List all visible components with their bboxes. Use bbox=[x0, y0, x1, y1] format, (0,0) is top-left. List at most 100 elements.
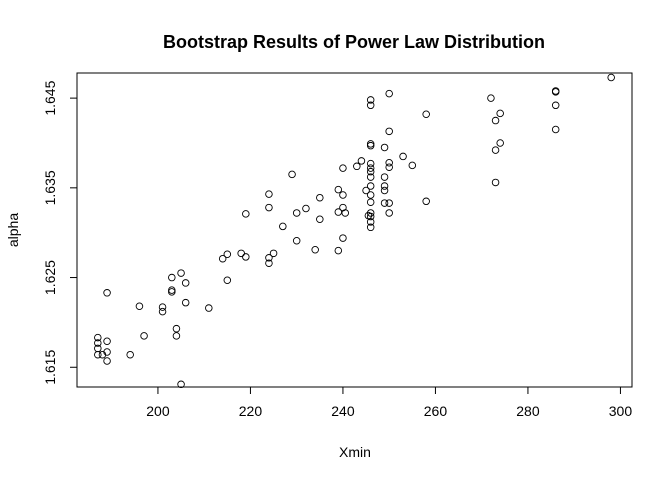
data-point bbox=[126, 350, 134, 359]
data-point bbox=[607, 73, 615, 82]
data-point bbox=[269, 249, 278, 258]
data-point bbox=[292, 209, 301, 217]
data-point bbox=[339, 164, 347, 172]
data-point bbox=[205, 304, 213, 312]
data-point bbox=[366, 182, 375, 190]
data-point bbox=[181, 279, 190, 287]
y-tick-label: 1.625 bbox=[42, 260, 58, 295]
data-point bbox=[366, 218, 375, 226]
data-point bbox=[385, 209, 393, 217]
data-point bbox=[341, 209, 350, 217]
x-tick-label: 260 bbox=[424, 403, 448, 419]
data-point bbox=[380, 143, 389, 152]
data-point bbox=[177, 269, 185, 277]
data-point bbox=[353, 162, 361, 171]
data-point bbox=[380, 186, 389, 195]
data-point bbox=[158, 307, 167, 316]
data-point bbox=[385, 158, 393, 167]
data-point bbox=[366, 223, 375, 232]
data-point bbox=[422, 110, 430, 119]
x-tick-label: 200 bbox=[146, 403, 170, 419]
data-point bbox=[366, 191, 375, 199]
data-point bbox=[366, 159, 375, 168]
data-point bbox=[339, 234, 347, 242]
data-point bbox=[364, 211, 373, 220]
data-point bbox=[181, 298, 190, 307]
data-point bbox=[491, 146, 500, 154]
data-point bbox=[265, 190, 273, 198]
data-point bbox=[223, 276, 232, 284]
x-axis-label: Xmin bbox=[339, 444, 371, 460]
data-point bbox=[168, 288, 176, 296]
data-point bbox=[385, 127, 393, 136]
data-point bbox=[366, 140, 375, 148]
data-point bbox=[385, 163, 393, 171]
data-point bbox=[218, 254, 227, 263]
data-points bbox=[94, 73, 615, 389]
data-point bbox=[339, 191, 347, 199]
y-axis-label: alpha bbox=[5, 213, 21, 247]
data-point bbox=[380, 199, 389, 207]
data-point bbox=[385, 199, 393, 207]
data-point bbox=[366, 167, 375, 176]
data-point bbox=[366, 173, 375, 181]
data-point bbox=[496, 139, 504, 147]
data-point bbox=[366, 209, 375, 217]
data-point bbox=[491, 178, 500, 187]
x-tick-label: 220 bbox=[239, 403, 263, 419]
data-point bbox=[223, 250, 232, 258]
data-point bbox=[140, 332, 148, 340]
data-point bbox=[408, 161, 417, 170]
data-point bbox=[177, 380, 185, 389]
data-point bbox=[288, 170, 296, 179]
data-point bbox=[158, 303, 167, 311]
data-point bbox=[366, 141, 375, 150]
data-point bbox=[94, 333, 102, 342]
data-point bbox=[168, 273, 176, 282]
x-tick-label: 240 bbox=[331, 403, 355, 419]
data-point bbox=[551, 125, 560, 134]
data-point bbox=[172, 332, 181, 340]
data-point bbox=[237, 249, 245, 258]
data-point bbox=[385, 89, 393, 98]
data-point bbox=[380, 173, 389, 181]
data-point bbox=[242, 253, 250, 261]
data-point bbox=[357, 157, 366, 165]
data-point bbox=[103, 357, 111, 365]
chart-title: Bootstrap Results of Power Law Distribut… bbox=[163, 32, 545, 52]
data-point bbox=[311, 245, 319, 254]
y-axis: 1.615 1.625 1.635 1.645 bbox=[42, 80, 78, 385]
plot-frame bbox=[76, 72, 633, 388]
y-tick-label: 1.615 bbox=[42, 350, 58, 385]
x-tick-label: 280 bbox=[516, 403, 540, 419]
data-point bbox=[380, 182, 389, 190]
data-point bbox=[487, 94, 495, 102]
data-point bbox=[172, 324, 181, 333]
data-point bbox=[292, 237, 301, 245]
data-point bbox=[551, 88, 560, 96]
data-point bbox=[265, 203, 273, 212]
data-point bbox=[316, 215, 324, 223]
data-point bbox=[399, 152, 407, 161]
data-point bbox=[103, 289, 111, 297]
data-point bbox=[103, 337, 111, 345]
data-point bbox=[366, 101, 375, 110]
data-point bbox=[491, 116, 500, 125]
data-point bbox=[242, 210, 250, 218]
data-point bbox=[366, 96, 375, 104]
data-point bbox=[168, 286, 176, 294]
data-point bbox=[103, 348, 111, 356]
data-point bbox=[366, 164, 375, 172]
y-tick-label: 1.645 bbox=[42, 80, 58, 115]
data-point bbox=[366, 198, 375, 206]
data-point bbox=[496, 109, 504, 118]
data-point bbox=[94, 339, 102, 347]
y-tick-label: 1.635 bbox=[42, 170, 58, 205]
data-point bbox=[302, 204, 310, 213]
data-point bbox=[422, 197, 430, 206]
x-axis: 200 220 240 260 280 300 bbox=[146, 386, 632, 419]
data-point bbox=[265, 259, 273, 267]
data-point bbox=[334, 246, 343, 255]
data-point bbox=[279, 222, 287, 231]
